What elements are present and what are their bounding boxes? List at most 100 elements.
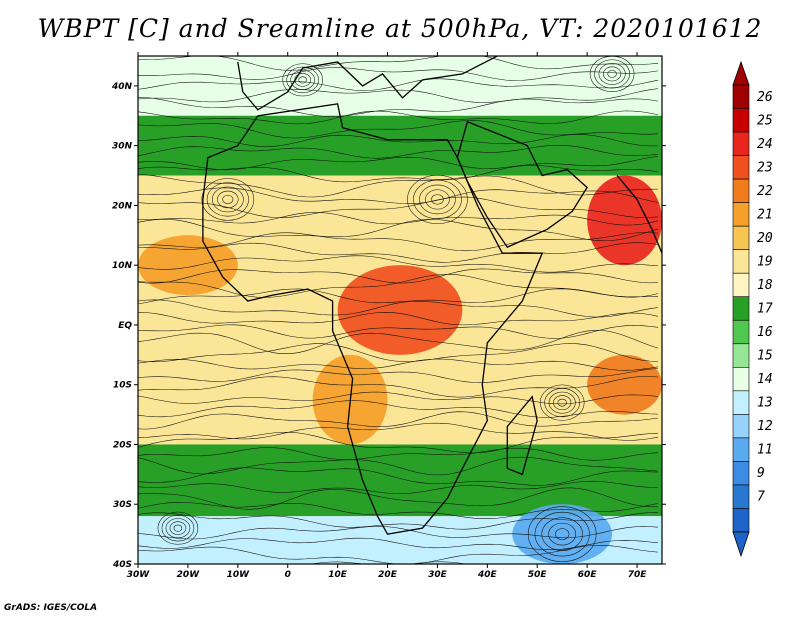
colorbar-segment: [732, 390, 750, 415]
streamline: [138, 545, 659, 564]
colorbar-label: 23: [757, 160, 773, 175]
streamline: [138, 330, 659, 354]
lat-tick-label: 20N: [112, 201, 133, 211]
lon-tick-label: 40E: [477, 570, 498, 580]
colorbar-segment: [732, 84, 750, 109]
field-band: [138, 56, 662, 116]
streamline-vortex: [425, 189, 450, 210]
streamline: [138, 255, 659, 273]
streamline: [138, 56, 659, 71]
streamline: [138, 174, 659, 198]
streamline: [138, 411, 659, 430]
streamline-vortex: [541, 517, 583, 551]
streamline-vortex: [607, 70, 617, 78]
streamline: [138, 324, 659, 339]
streamline: [138, 447, 659, 461]
lat-tick-label: 30N: [112, 142, 133, 152]
longitude-axis: 30W 20W 10W 0 10E 20E 30E 40E 50E 60E 70E: [127, 52, 647, 580]
streamline-vortex: [544, 388, 581, 418]
streamline: [138, 512, 659, 530]
streamline-vortex: [527, 506, 597, 562]
colorbar-segment: [732, 202, 750, 227]
lon-tick-label: 10E: [328, 570, 348, 580]
coastline-europe: [237, 56, 498, 111]
streamline: [138, 156, 659, 171]
field-patch: [337, 265, 463, 355]
streamline-vortex: [598, 63, 626, 85]
streamline-vortex: [298, 76, 307, 84]
colorbar-segment: [732, 108, 750, 133]
colorbar-label: 20: [757, 231, 773, 246]
map-plot-area: [138, 56, 662, 564]
lon-tick-label: 20E: [378, 570, 398, 580]
colorbar-label: 16: [757, 325, 773, 340]
streamline: [138, 96, 659, 117]
streamline-vortex: [157, 511, 199, 545]
streamline-vortex: [290, 69, 315, 90]
streamline: [138, 196, 659, 218]
colorbar-label: 9: [757, 466, 765, 481]
streamline: [138, 358, 659, 371]
lon-tick-label: 10W: [227, 570, 251, 580]
streamline: [138, 218, 659, 242]
colorbar-segment: [732, 155, 750, 180]
streamline: [138, 368, 659, 383]
streamline: [138, 432, 659, 454]
lat-tick-label: 30S: [113, 500, 132, 510]
streamline: [138, 537, 659, 550]
field-band: [138, 354, 662, 445]
streamline: [138, 232, 659, 252]
colorbar-segment: [732, 508, 750, 533]
coastline-africa: [202, 103, 544, 535]
streamline: [138, 110, 659, 125]
lon-tick-label: 30E: [428, 570, 448, 580]
colorbar-segment: [732, 272, 750, 298]
footer-credit: GrADS: IGES/COLA: [4, 603, 98, 613]
streamline: [138, 456, 659, 476]
colorbar-label: 25: [757, 113, 773, 128]
streamline-vortex: [603, 66, 622, 82]
colorbar-segment: [732, 249, 750, 274]
streamline-vortex: [534, 511, 590, 557]
map-frame: [137, 55, 663, 565]
coastlines: [202, 56, 662, 535]
field-patch: [587, 354, 662, 415]
colorbar-segment: [732, 484, 750, 509]
lat-tick-label: 20S: [113, 440, 132, 450]
streamline: [138, 312, 659, 326]
streamline: [138, 145, 659, 159]
colorbar-label: 18: [757, 278, 773, 293]
colorbar-label: 13: [757, 396, 773, 411]
field-band: [138, 444, 662, 517]
streamline-vortex: [161, 514, 195, 542]
streamline-vortex: [222, 194, 234, 204]
streamline-vortex: [211, 186, 244, 213]
coastline-madagascar: [506, 395, 538, 476]
field-patch: [138, 235, 238, 296]
lat-tick-label: 10S: [113, 381, 132, 391]
colorbar-segment: [732, 343, 750, 368]
lon-tick-label: 0: [285, 570, 291, 580]
streamline: [138, 165, 659, 183]
latitude-axis: 40N 30N 20N 10N EQ 10S 20S 30S 40S: [111, 82, 666, 570]
streamline: [138, 343, 659, 363]
colorbar-bottom-arrow: [732, 531, 750, 558]
colorbar-segment: [732, 296, 750, 321]
streamline: [138, 487, 659, 510]
streamlines: [138, 56, 659, 564]
colorbar-label: 7: [757, 490, 765, 505]
lon-tick-label: 60E: [578, 570, 598, 580]
colorbar-label: 24: [757, 137, 773, 152]
streamline-vortex: [553, 395, 572, 411]
streamline: [138, 467, 659, 486]
streamline: [138, 376, 659, 398]
streamline-vortex: [282, 63, 323, 97]
lon-tick-label: 30W: [127, 570, 151, 580]
streamline-vortex: [555, 528, 570, 540]
colorbar-segment: [732, 461, 750, 486]
streamline: [138, 422, 659, 441]
lat-tick-label: 40S: [112, 560, 132, 570]
colorbar-segment: [732, 178, 750, 203]
streamline-vortex: [413, 179, 462, 220]
